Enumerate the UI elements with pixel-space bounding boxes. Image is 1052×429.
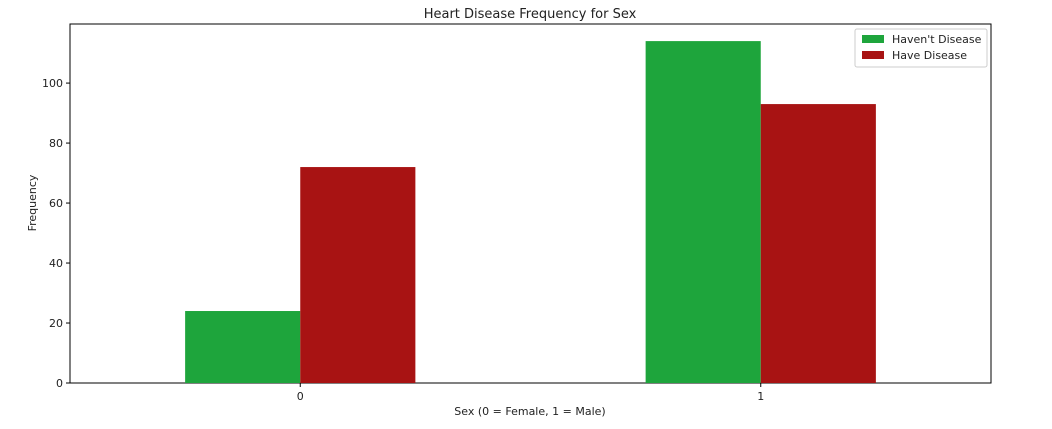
x-axis-label: Sex (0 = Female, 1 = Male): [454, 405, 605, 418]
bars-layer: [185, 41, 876, 383]
y-tick-label-100: 100: [42, 77, 63, 90]
y-tick-label-0: 0: [56, 377, 63, 390]
bar-haven-t-disease-0: [185, 311, 301, 383]
bar-haven-t-disease-1: [645, 41, 761, 383]
legend-swatch-havent-disease: [862, 35, 884, 43]
legend-box: [854, 28, 988, 68]
y-tick-label-60: 60: [49, 197, 63, 210]
chart-title: Heart Disease Frequency for Sex: [424, 7, 637, 22]
legend-swatch-have-disease: [862, 51, 884, 59]
legend-label-havent-disease: Haven't Disease: [892, 33, 982, 46]
legend-label-have-disease: Have Disease: [892, 49, 967, 62]
y-axis-label: Frequency: [26, 174, 39, 231]
x-tick-label-0: 0: [297, 390, 304, 403]
y-tick-label-80: 80: [49, 137, 63, 150]
y-tick-label-20: 20: [49, 317, 63, 330]
bar-have-disease-1: [760, 104, 876, 383]
y-axis: 0 20 40 60 80 100: [42, 77, 70, 390]
y-tick-label-40: 40: [49, 257, 63, 270]
bar-have-disease-0: [300, 167, 416, 383]
x-tick-label-1: 1: [757, 390, 764, 403]
legend: Haven't Disease Have Disease: [854, 28, 988, 68]
